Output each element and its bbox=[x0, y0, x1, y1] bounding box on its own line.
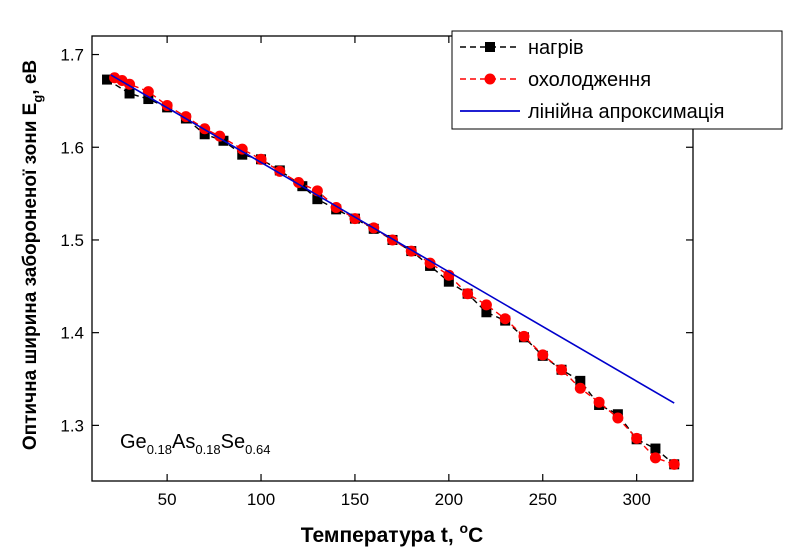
data-point bbox=[199, 129, 210, 140]
x-tick-label: 100 bbox=[247, 490, 275, 509]
legend-box bbox=[451, 30, 783, 130]
data-point bbox=[214, 130, 226, 142]
data-point bbox=[649, 452, 661, 464]
x-axis-label-tail: C bbox=[468, 524, 483, 547]
series-0 bbox=[102, 74, 680, 470]
data-point bbox=[236, 143, 248, 155]
legend-item-2: лінійна апроксимація bbox=[460, 101, 724, 123]
series-line bbox=[106, 79, 675, 465]
legend-marker bbox=[484, 73, 496, 85]
axis-ticks: 50 100 150 200 250 300 1.3 1.4 1.5 1.6 1.7 bbox=[60, 36, 693, 509]
legend-label: лінійна апроксимація bbox=[528, 101, 724, 123]
series-1 bbox=[109, 72, 680, 470]
data-point bbox=[255, 153, 267, 165]
y-tick-label: 1.5 bbox=[60, 231, 84, 250]
x-tick-label: 50 bbox=[158, 490, 177, 509]
y-axis-label-sub: g bbox=[30, 95, 45, 103]
legend-item-0: нагрів bbox=[460, 37, 584, 59]
legend-label: охолодження bbox=[528, 69, 651, 91]
legend-items: нагрів охолодження лінійна апроксимація bbox=[460, 37, 724, 123]
data-point bbox=[612, 412, 624, 424]
annotation-text: As bbox=[172, 431, 195, 453]
data-point bbox=[102, 74, 113, 85]
data-point bbox=[574, 382, 586, 394]
data-point bbox=[499, 313, 511, 325]
data-point bbox=[631, 432, 643, 444]
series-line bbox=[114, 77, 675, 465]
annotation-subscript: 0.64 bbox=[245, 442, 270, 457]
data-point bbox=[537, 349, 549, 361]
x-axis-label-sup: o bbox=[460, 520, 469, 536]
annotation-text: Se bbox=[221, 431, 245, 453]
data-point bbox=[668, 458, 680, 470]
series-layer bbox=[102, 72, 680, 470]
x-tick-label: 300 bbox=[622, 490, 650, 509]
y-tick-label: 1.3 bbox=[60, 416, 84, 435]
x-tick-label: 150 bbox=[341, 490, 369, 509]
data-point bbox=[593, 396, 605, 408]
y-tick-label: 1.6 bbox=[60, 138, 84, 157]
data-point bbox=[556, 364, 568, 376]
data-point bbox=[481, 307, 492, 318]
data-point bbox=[480, 299, 492, 311]
y-axis-label: Оптична ширина забороненої зони Eg, eВ bbox=[20, 60, 45, 450]
y-tick-label: 1.7 bbox=[60, 46, 84, 65]
x-tick-label: 250 bbox=[529, 490, 557, 509]
x-axis-label-main: Температура t, bbox=[301, 524, 460, 547]
series-line bbox=[110, 74, 675, 404]
annotation-subscript: 0.18 bbox=[147, 442, 172, 457]
series-2 bbox=[110, 74, 675, 404]
legend-item-1: охолодження bbox=[460, 69, 651, 91]
data-point bbox=[124, 88, 135, 99]
data-point bbox=[518, 330, 530, 342]
y-axis-label-tail: , eВ bbox=[20, 60, 41, 95]
x-tick-label: 200 bbox=[435, 490, 463, 509]
y-axis-label-main: Оптична ширина забороненої зони E bbox=[20, 103, 41, 450]
data-point bbox=[443, 276, 454, 287]
annotation-subscript: 0.18 bbox=[195, 442, 220, 457]
data-point bbox=[575, 375, 586, 386]
legend: нагрів охолодження лінійна апроксимація bbox=[451, 30, 783, 130]
plot-frame bbox=[91, 35, 694, 482]
data-point bbox=[237, 149, 248, 160]
y-tick-label: 1.4 bbox=[60, 324, 84, 343]
data-point bbox=[424, 257, 436, 269]
composition-annotation: Ge0.18As0.18Se0.64 bbox=[120, 431, 270, 457]
data-point bbox=[312, 194, 323, 205]
annotation-text: Ge bbox=[120, 431, 147, 453]
data-point bbox=[650, 443, 661, 454]
data-point bbox=[443, 269, 455, 281]
data-point bbox=[462, 288, 474, 300]
legend-marker bbox=[485, 42, 495, 52]
x-axis-label: Температура t, oC bbox=[301, 520, 484, 547]
data-point bbox=[161, 100, 173, 112]
data-point bbox=[143, 94, 154, 105]
legend-label: нагрів bbox=[528, 37, 584, 59]
data-point bbox=[142, 86, 154, 98]
